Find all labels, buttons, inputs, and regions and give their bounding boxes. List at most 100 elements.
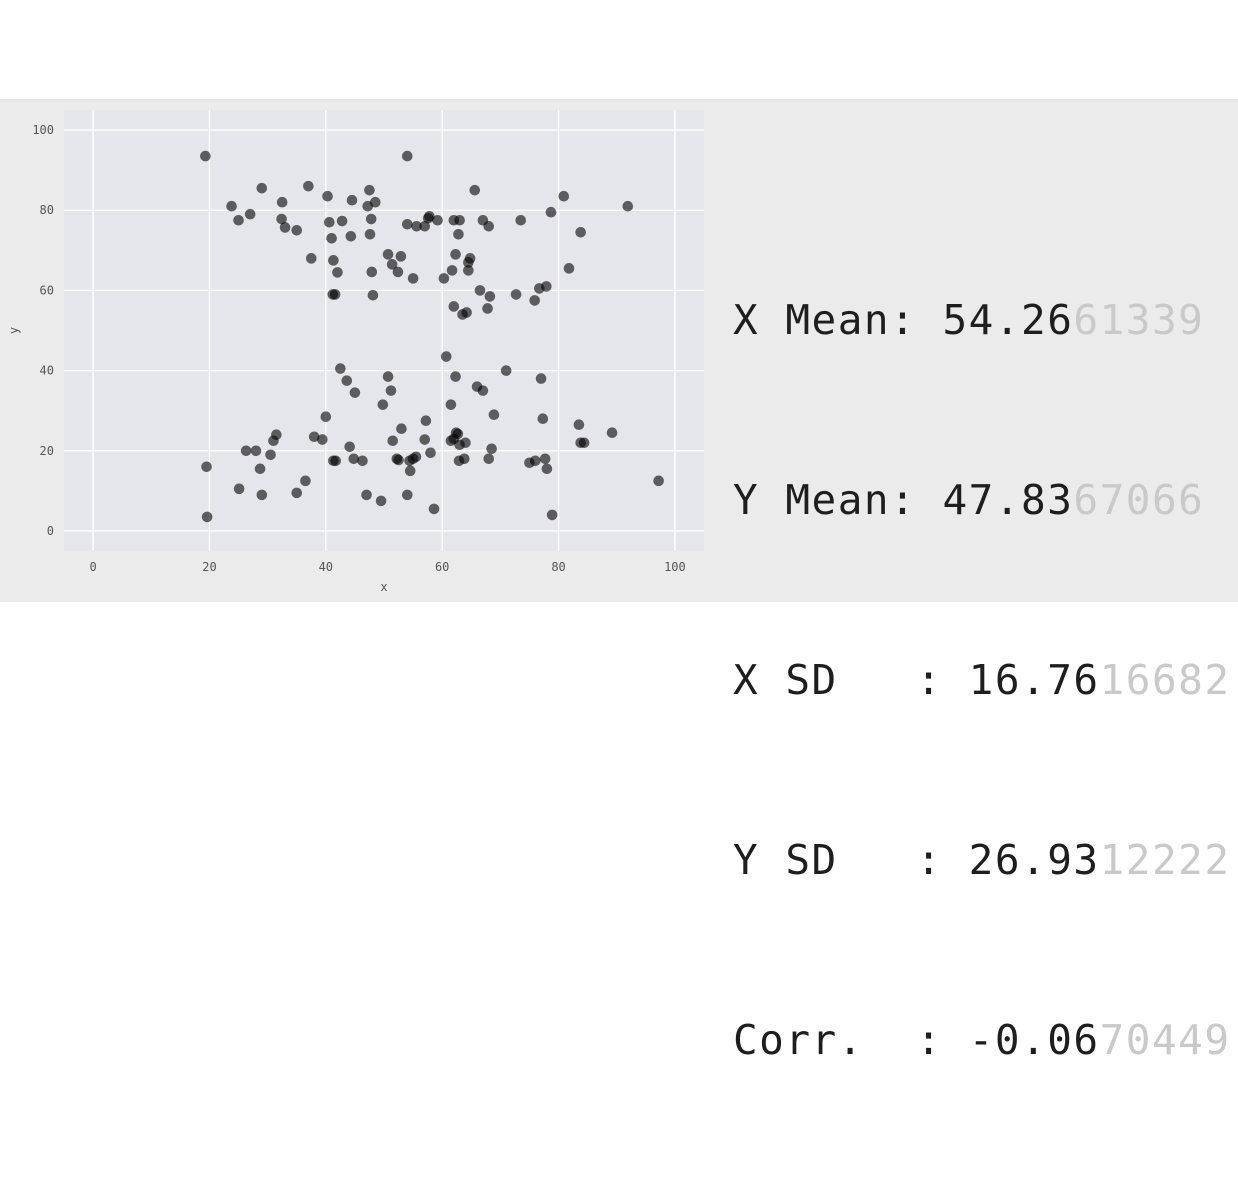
data-point xyxy=(432,214,443,226)
data-point xyxy=(464,253,476,264)
data-point xyxy=(382,371,394,382)
stat-row-y-mean: Y Mean: 47.8367066 xyxy=(733,470,1231,530)
data-point xyxy=(233,483,245,495)
stat-extra-digits: 61339 xyxy=(1073,296,1205,344)
data-point xyxy=(328,455,339,467)
data-point xyxy=(366,266,378,278)
figure-panel: 0 20 40 60 80 100 0 20 40 60 80 100 x y X Mean: 54… xyxy=(0,99,1238,1064)
data-point xyxy=(541,281,552,292)
data-point xyxy=(256,489,268,501)
stat-value: -0.06 xyxy=(968,1016,1100,1064)
data-point xyxy=(244,208,256,220)
data-point xyxy=(404,465,416,477)
stat-label: Corr. : xyxy=(733,1016,969,1064)
data-point xyxy=(396,423,407,435)
stat-extra-digits: 16682 xyxy=(1099,656,1231,704)
data-point xyxy=(265,449,276,461)
stat-label: Y Mean: xyxy=(733,476,943,524)
data-point xyxy=(386,259,398,270)
data-point xyxy=(201,461,212,473)
data-points xyxy=(200,150,664,523)
data-point xyxy=(305,253,317,264)
y-axis-label: y xyxy=(7,327,21,334)
data-point xyxy=(486,443,497,455)
data-point xyxy=(382,249,394,260)
data-point xyxy=(387,435,399,447)
y-tick-label: 60 xyxy=(40,283,54,297)
data-point xyxy=(226,200,237,212)
data-point xyxy=(463,265,474,276)
data-point xyxy=(529,455,541,467)
stat-row-x-mean: X Mean: 54.2661339 xyxy=(733,290,1231,350)
data-point xyxy=(438,273,450,284)
data-point xyxy=(308,431,320,443)
data-point xyxy=(422,212,434,224)
data-point xyxy=(411,220,422,232)
data-point xyxy=(454,214,465,226)
stat-value: 47.83 xyxy=(942,476,1074,524)
data-point xyxy=(250,445,262,457)
data-point xyxy=(346,194,358,206)
data-point xyxy=(483,453,495,465)
data-point xyxy=(200,150,211,162)
summary-statistics: X Mean: 54.2661339 Y Mean: 47.8367066 X … xyxy=(733,170,1231,1190)
data-point xyxy=(361,489,372,501)
data-point xyxy=(653,475,664,487)
data-point xyxy=(345,230,357,242)
x-tick-label: 0 xyxy=(89,560,96,574)
data-point xyxy=(541,463,553,475)
x-tick-label: 20 xyxy=(202,560,216,574)
data-point xyxy=(606,427,618,439)
data-point xyxy=(419,220,431,232)
y-tick-label: 80 xyxy=(40,203,54,217)
data-point xyxy=(546,509,558,521)
data-point xyxy=(233,214,244,226)
stat-row-y-sd: Y SD : 26.9312222 xyxy=(733,830,1231,890)
data-point xyxy=(515,214,527,226)
grid xyxy=(64,110,704,551)
data-point xyxy=(539,453,551,465)
plot-background xyxy=(64,110,704,551)
stat-extra-digits: 12222 xyxy=(1099,836,1231,884)
stat-row-corr: Corr. : -0.0670449 xyxy=(733,1010,1231,1070)
data-point xyxy=(291,224,303,236)
data-point xyxy=(450,249,461,260)
data-point xyxy=(291,487,303,499)
stat-label: X SD : xyxy=(733,656,969,704)
data-point xyxy=(622,200,634,212)
stat-label: Y SD : xyxy=(733,836,969,884)
data-point xyxy=(320,411,332,422)
data-point xyxy=(407,273,419,284)
y-tick-label: 20 xyxy=(40,444,54,458)
stat-value: 16.76 xyxy=(968,656,1100,704)
data-point xyxy=(445,399,457,410)
stat-extra-digits: 70449 xyxy=(1099,1016,1231,1064)
data-point xyxy=(349,387,361,398)
data-point xyxy=(393,454,404,466)
data-point xyxy=(450,371,461,382)
data-point xyxy=(392,266,404,278)
data-point xyxy=(329,289,341,300)
data-point xyxy=(420,415,432,427)
data-point xyxy=(469,184,481,196)
data-point xyxy=(573,419,585,431)
data-point xyxy=(357,455,368,467)
data-point xyxy=(461,307,472,318)
y-tick-labels: 0 20 40 60 80 100 xyxy=(32,123,54,538)
x-tick-label: 40 xyxy=(319,560,333,574)
x-axis-label: x xyxy=(380,580,387,594)
data-point xyxy=(254,463,266,475)
stat-label: X Mean: xyxy=(733,296,943,344)
data-point xyxy=(335,363,346,374)
data-point xyxy=(500,365,512,376)
data-point xyxy=(201,511,213,523)
y-tick-label: 100 xyxy=(32,123,54,137)
data-point xyxy=(271,429,282,441)
data-point xyxy=(395,251,407,262)
data-point xyxy=(545,206,557,218)
data-point xyxy=(375,495,387,507)
data-point xyxy=(410,451,422,463)
data-point xyxy=(510,289,522,300)
data-point xyxy=(448,301,460,312)
data-point xyxy=(558,190,570,202)
